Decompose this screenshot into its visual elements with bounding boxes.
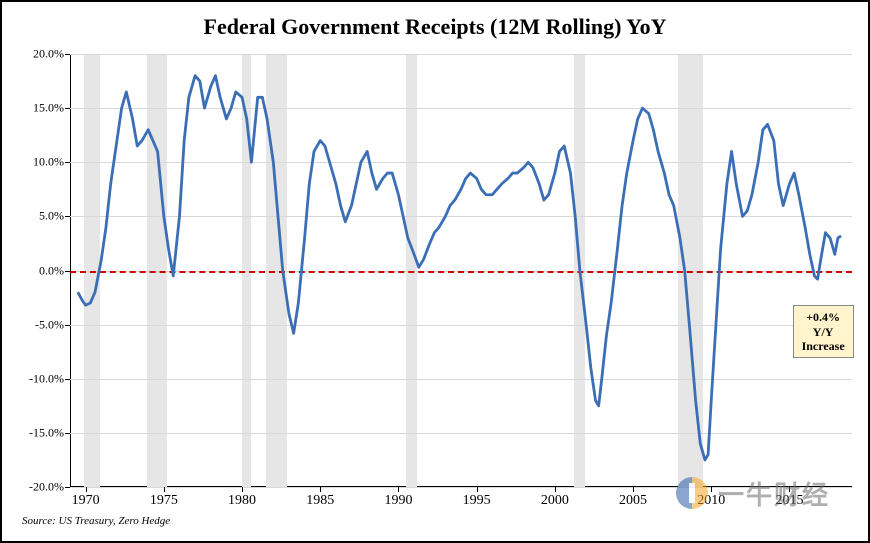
x-tick (86, 487, 87, 492)
x-axis-label: 2000 (541, 493, 569, 509)
x-tick (633, 487, 634, 492)
chart-container: Federal Government Receipts (12M Rolling… (10, 10, 860, 533)
x-axis-label: 2005 (619, 493, 647, 509)
x-axis-label: 1970 (72, 493, 100, 509)
x-tick (398, 487, 399, 492)
y-axis-label: 15.0% (33, 101, 64, 116)
line-series (70, 54, 852, 487)
x-axis-label: 1975 (150, 493, 178, 509)
watermark: 一牛财经 (672, 473, 830, 513)
chart-title: Federal Government Receipts (12M Rolling… (10, 10, 860, 46)
callout-box: +0.4% Y/YIncrease (793, 305, 854, 358)
x-axis-label: 1995 (463, 493, 491, 509)
y-axis-label: -20.0% (29, 480, 64, 495)
y-axis-label: -5.0% (35, 317, 64, 332)
y-axis-label: -15.0% (29, 425, 64, 440)
y-tick (65, 433, 70, 434)
x-tick (477, 487, 478, 492)
y-axis-label: 10.0% (33, 155, 64, 170)
x-axis-label: 1980 (228, 493, 256, 509)
x-axis-label: 1990 (384, 493, 412, 509)
y-axis-label: 20.0% (33, 47, 64, 62)
y-tick (65, 271, 70, 272)
y-tick (65, 54, 70, 55)
x-tick (320, 487, 321, 492)
y-axis-label: -10.0% (29, 371, 64, 386)
x-tick (242, 487, 243, 492)
callout-line1: +0.4% Y/Y (802, 310, 845, 339)
x-tick (555, 487, 556, 492)
y-tick (65, 216, 70, 217)
plot-area: -20.0%-15.0%-10.0%-5.0%0.0%5.0%10.0%15.0… (70, 54, 852, 487)
y-tick (65, 108, 70, 109)
y-tick (65, 162, 70, 163)
watermark-logo-icon (672, 473, 712, 513)
y-tick (65, 487, 70, 488)
x-axis-label: 1985 (306, 493, 334, 509)
watermark-text: 一牛财经 (718, 475, 830, 512)
source-text: Source: US Treasury, Zero Hedge (22, 515, 170, 527)
y-tick (65, 325, 70, 326)
y-axis-label: 5.0% (39, 209, 64, 224)
x-tick (164, 487, 165, 492)
y-tick (65, 379, 70, 380)
callout-line2: Increase (802, 339, 845, 353)
y-axis-label: 0.0% (39, 263, 64, 278)
